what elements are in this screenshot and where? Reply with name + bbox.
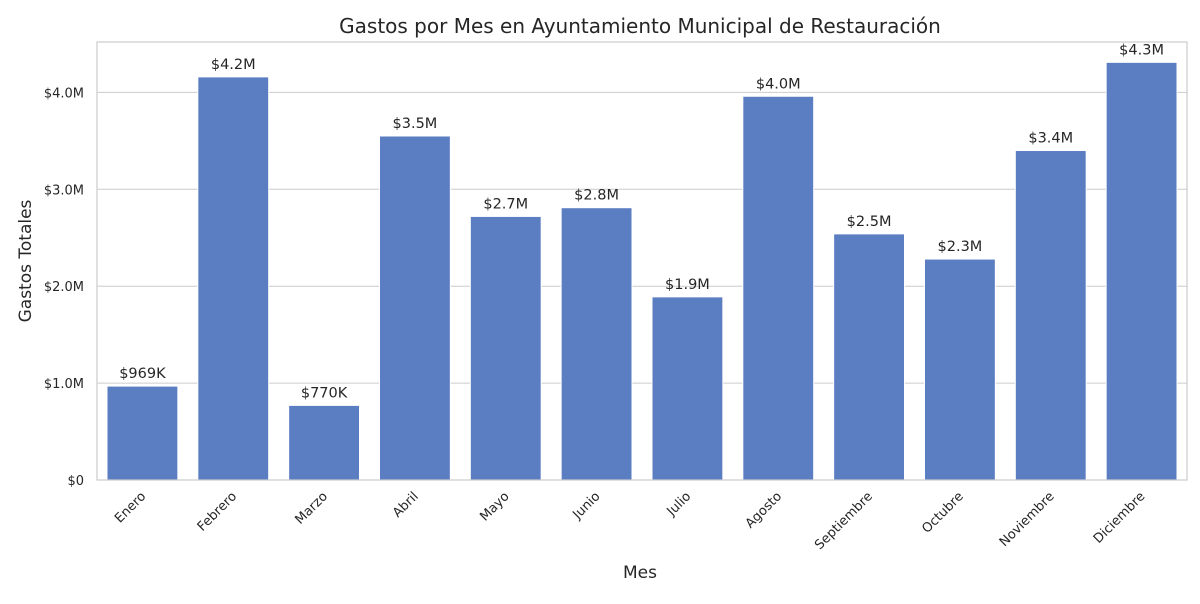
x-tick-label: Julio bbox=[664, 489, 695, 520]
data-label: $2.5M bbox=[847, 214, 892, 230]
data-label: $770K bbox=[301, 385, 348, 401]
x-tick-label: Noviembre bbox=[997, 489, 1058, 550]
bar-julio bbox=[651, 296, 724, 481]
bar-enero bbox=[106, 385, 179, 481]
data-label: $4.3M bbox=[1119, 42, 1164, 58]
bar-marzo bbox=[288, 404, 361, 481]
bars bbox=[106, 61, 1178, 481]
bar-febrero bbox=[197, 76, 270, 481]
x-tick-label: Junio bbox=[570, 489, 604, 523]
x-tick-label: Marzo bbox=[293, 489, 331, 527]
x-axis-label: Mes bbox=[623, 563, 657, 583]
chart-title: Gastos por Mes en Ayuntamiento Municipal… bbox=[339, 14, 941, 38]
bar-junio bbox=[560, 207, 633, 481]
data-label: $1.9M bbox=[665, 277, 710, 293]
data-label: $2.7M bbox=[483, 196, 528, 212]
x-tick-label: Abril bbox=[390, 489, 422, 521]
bar-octubre bbox=[923, 258, 996, 481]
x-tick-label: Febrero bbox=[195, 489, 240, 534]
x-tick-label: Enero bbox=[112, 489, 149, 526]
data-label: $3.4M bbox=[1028, 131, 1073, 147]
y-tick-label: $1.0M bbox=[44, 377, 84, 392]
data-label: $3.5M bbox=[393, 116, 438, 132]
bar-mayo bbox=[469, 215, 542, 481]
bar-septiembre bbox=[833, 233, 906, 481]
y-tick-label: $3.0M bbox=[44, 183, 84, 198]
bar-abril bbox=[378, 135, 451, 481]
data-labels: $969K $4.2M $770K $3.5M $2.7M $2.8M $1.9M $4.0M… bbox=[119, 42, 1164, 401]
data-label: $2.3M bbox=[938, 239, 983, 255]
bar-agosto bbox=[742, 95, 815, 481]
y-axis-label: Gastos Totales bbox=[16, 199, 36, 322]
y-tick-label: $2.0M bbox=[44, 280, 84, 295]
y-tick-label: $0 bbox=[67, 474, 84, 489]
y-axis-ticks: $0 $1.0M $2.0M $3.0M $4.0M bbox=[44, 86, 84, 489]
data-label: $4.2M bbox=[211, 57, 256, 73]
data-label: $4.0M bbox=[756, 76, 801, 92]
data-label: $2.8M bbox=[574, 188, 619, 204]
data-label: $969K bbox=[119, 366, 166, 382]
x-tick-label: Mayo bbox=[477, 489, 512, 524]
plot-frame bbox=[96, 41, 1188, 481]
y-tick-label: $4.0M bbox=[44, 86, 84, 101]
grid-lines bbox=[97, 91, 1187, 384]
bar-noviembre bbox=[1014, 150, 1087, 481]
x-tick-label: Diciembre bbox=[1091, 489, 1149, 547]
x-tick-label: Agosto bbox=[743, 489, 785, 531]
bar-diciembre bbox=[1105, 61, 1178, 481]
x-axis-ticks: Enero Febrero Marzo Abril Mayo Junio Julio Agos… bbox=[112, 489, 1148, 553]
x-tick-label: Octubre bbox=[919, 489, 966, 536]
x-tick-label: Septiembre bbox=[812, 489, 876, 553]
